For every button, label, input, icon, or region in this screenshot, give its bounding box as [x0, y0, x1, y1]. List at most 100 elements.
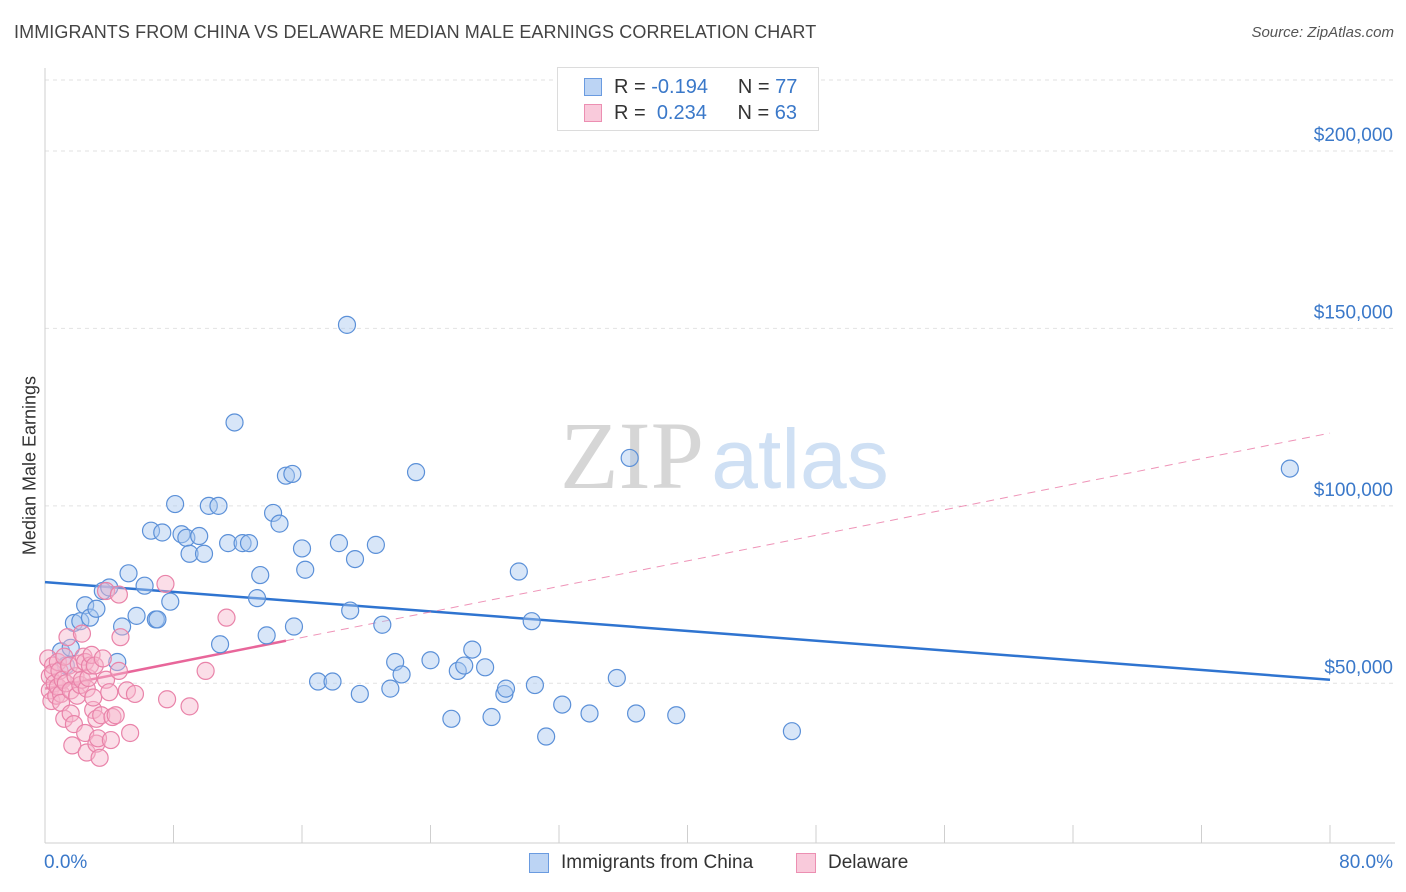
point-delaware [63, 736, 82, 755]
point-china [127, 606, 146, 625]
point-delaware [90, 748, 109, 767]
point-delaware [82, 645, 101, 665]
point-china [284, 617, 304, 636]
point-china [225, 413, 244, 432]
point-delaware [92, 706, 111, 725]
point-china [525, 675, 545, 695]
point-china [482, 707, 501, 727]
watermark-atlas: atlas [711, 412, 888, 506]
bottom-legend-label: Immigrants from China [561, 852, 754, 873]
point-china [580, 704, 599, 723]
point-china [341, 601, 360, 620]
bottom-legend-label: Delaware [828, 852, 909, 873]
legend-r-label: R = [614, 101, 646, 124]
point-china [270, 514, 289, 533]
point-china [153, 523, 172, 542]
point-china [161, 592, 180, 611]
data-points [39, 315, 1299, 767]
point-china [392, 665, 411, 684]
y-tick-label: $200,000 [1314, 125, 1393, 146]
bottom-legend-china: Immigrants from China [529, 852, 753, 874]
point-china [141, 521, 161, 540]
y-tick-labels: $50,000 $100,000 $150,000 $200,000 [1314, 125, 1393, 678]
point-china [190, 526, 209, 546]
point-china [199, 496, 218, 515]
point-china [194, 544, 214, 563]
legend-n-label: N = [737, 101, 770, 124]
point-china [406, 463, 426, 482]
point-delaware [61, 704, 80, 723]
point-china [421, 651, 440, 670]
point-delaware [58, 628, 77, 647]
trend-line-delaware-extended [285, 432, 1331, 642]
point-china [263, 503, 283, 523]
y-axis-label: Median Male Earnings [19, 375, 40, 556]
point-china [553, 695, 572, 714]
point-china [522, 612, 541, 631]
point-delaware [109, 585, 128, 604]
point-china [283, 464, 302, 484]
point-delaware [125, 684, 145, 704]
point-delaware [196, 661, 215, 680]
point-china [80, 608, 100, 627]
point-china [180, 544, 199, 563]
point-china [61, 638, 80, 657]
point-china [233, 534, 252, 553]
bottom-legend-swatch-pink [796, 853, 816, 873]
point-china [247, 589, 267, 608]
legend-n-value: 63 [774, 101, 797, 124]
point-china [607, 668, 626, 688]
y-tick-label: $150,000 [1314, 302, 1393, 323]
point-delaware [156, 574, 175, 594]
point-china [257, 626, 276, 645]
chart-title: IMMIGRANTS FROM CHINA VS DELAWARE MEDIAN… [14, 22, 817, 42]
legend-row-delaware: R = 0.234 N = 63 [584, 101, 797, 125]
point-china [537, 727, 556, 746]
legend-r-value: -0.194 [651, 75, 708, 98]
bottom-legend-delaware: Delaware [796, 852, 908, 874]
point-delaware [121, 723, 140, 743]
x-tick-max: 80.0% [1339, 852, 1393, 873]
point-delaware [111, 628, 130, 647]
point-delaware [217, 608, 236, 627]
point-china [345, 549, 365, 569]
trend-line-china [44, 580, 1331, 681]
point-delaware [101, 730, 120, 750]
y-tick-label: $50,000 [1324, 657, 1393, 678]
point-china [308, 672, 328, 691]
point-china [455, 656, 474, 675]
point-china [251, 565, 270, 585]
point-china [119, 564, 138, 583]
point-china [620, 448, 639, 468]
point-china [782, 722, 802, 741]
point-china [509, 562, 528, 581]
legend-r-label: R = [614, 75, 646, 98]
point-china [135, 576, 154, 595]
point-china [381, 679, 400, 698]
point-china [276, 466, 296, 485]
point-china [209, 496, 228, 515]
legend-row-china: R = -0.194 N = 77 [584, 75, 797, 99]
point-delaware [84, 688, 103, 707]
point-china [210, 635, 230, 654]
point-china [366, 535, 385, 554]
point-china [219, 534, 238, 553]
point-delaware [157, 690, 177, 709]
point-china [373, 615, 392, 634]
point-delaware [103, 707, 122, 727]
point-delaware [106, 706, 125, 725]
point-delaware [100, 683, 119, 702]
correlation-legend: R = -0.194 N = 77 R = 0.234 N = 63 [557, 67, 819, 131]
legend-r-value: 0.234 [656, 101, 707, 124]
point-china [626, 704, 646, 723]
legend-n-label: N = [737, 75, 770, 98]
point-china [463, 640, 482, 659]
legend-n-value: 77 [775, 75, 798, 98]
point-china [292, 539, 312, 558]
legend-swatch-blue [584, 78, 602, 96]
point-china [442, 709, 461, 728]
point-china [476, 658, 495, 677]
source-label: Source: ZipAtlas.com [1251, 24, 1394, 41]
point-china [329, 534, 349, 553]
